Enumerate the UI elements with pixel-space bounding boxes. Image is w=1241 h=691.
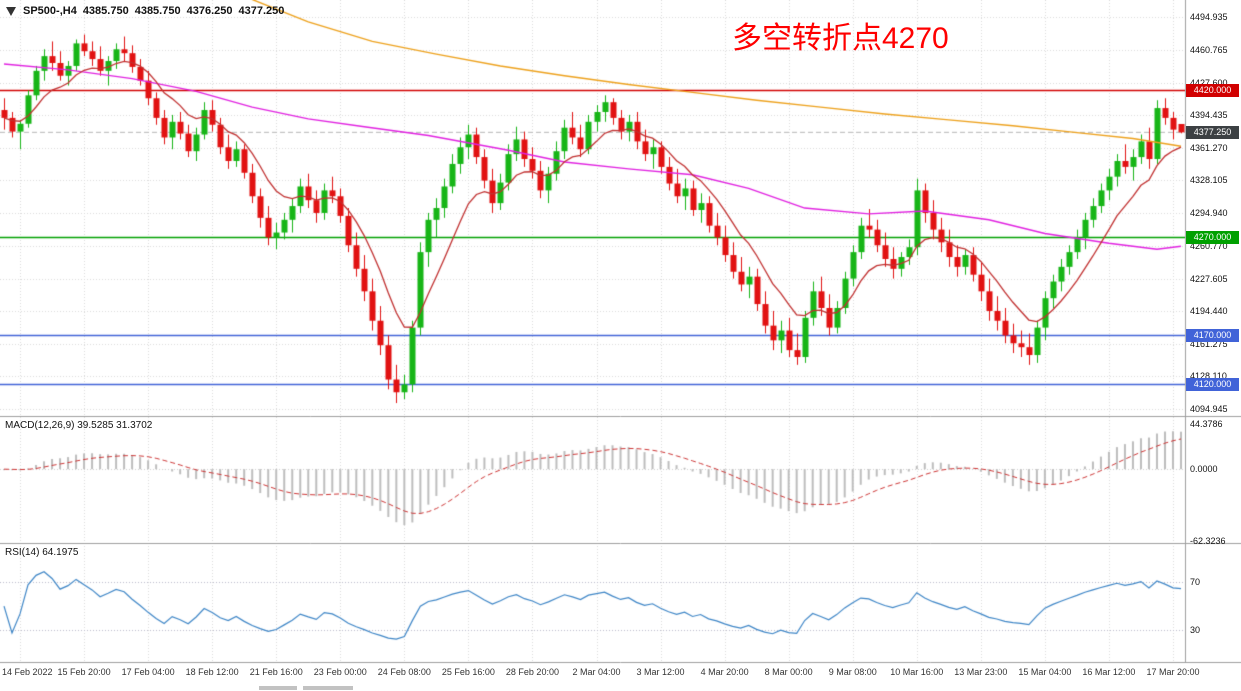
scrollbar-thumb[interactable] — [259, 686, 297, 690]
price-badge: 4120.000 — [1186, 377, 1239, 391]
macd-indicator-label: MACD(12,26,9) 39.5285 31.3702 — [5, 420, 153, 431]
time-axis-label: 21 Feb 16:00 — [249, 667, 303, 677]
scrollbar-thumb-2[interactable] — [303, 686, 353, 690]
macd-axis-label: 0.0000 — [1190, 464, 1218, 475]
price-axis-label: 4494.935 — [1190, 12, 1228, 22]
rsi-axis-label: 30 — [1190, 625, 1201, 636]
price-badge: 4170.000 — [1186, 328, 1239, 342]
price-axis-label: 4128.110 — [1190, 371, 1227, 382]
chart-header: SP500-,H4 4385.750 4385.750 4376.250 437… — [6, 5, 284, 17]
time-axis-label: 18 Feb 12:00 — [185, 667, 239, 677]
time-axis-label: 17 Feb 04:00 — [121, 667, 175, 677]
macd-axis-label: -62.3236 — [1190, 536, 1226, 546]
price-axis-label: 4394.435 — [1190, 110, 1228, 121]
time-axis-label: 2 Mar 04:00 — [572, 667, 621, 677]
ohlc-low: 4376.250 — [186, 5, 233, 17]
time-axis-label: 3 Mar 12:00 — [636, 667, 685, 677]
rsi-indicator-label: RSI(14) 64.1975 — [5, 547, 79, 558]
annotation-text: 多空转折点4270 — [732, 22, 949, 55]
time-axis-label: 28 Feb 20:00 — [505, 667, 559, 677]
time-axis-label: 13 Mar 23:00 — [954, 667, 1008, 677]
time-axis-label: 15 Mar 04:00 — [1018, 667, 1072, 677]
price-axis-label: 4260.770 — [1190, 241, 1228, 252]
price-axis-label: 4294.940 — [1190, 207, 1228, 218]
ohlc-open: 4385.750 — [82, 5, 129, 17]
symbol-timeframe-label: SP500-,H4 — [23, 5, 77, 17]
ohlc-high: 4385.750 — [134, 5, 181, 17]
price-axis-label: 4094.945 — [1190, 403, 1228, 414]
time-axis-label: 25 Feb 16:00 — [441, 667, 495, 677]
price-axis-label: 4194.440 — [1190, 306, 1228, 317]
time-axis-label: 23 Feb 00:00 — [313, 667, 367, 677]
rsi-axis-label: 70 — [1190, 576, 1201, 587]
time-axis-label: 8 Mar 00:00 — [764, 667, 813, 677]
macd-axis-label: 44.3786 — [1190, 419, 1223, 429]
price-axis-label: 4161.275 — [1190, 338, 1228, 349]
time-axis-label: 10 Mar 16:00 — [890, 667, 944, 677]
ohlc-close: 4377.250 — [238, 5, 285, 17]
time-axis-label: 14 Feb 2022 — [2, 667, 53, 677]
price-axis-label: 4361.270 — [1190, 142, 1228, 153]
time-axis-label: 24 Feb 08:00 — [377, 667, 431, 677]
price-badge: 4270.000 — [1186, 230, 1239, 244]
price-axis-label: 4427.600 — [1190, 78, 1228, 88]
time-axis-label: 4 Mar 20:00 — [700, 667, 749, 677]
price-badge: 4420.000 — [1186, 83, 1239, 97]
time-axis-label: 17 Mar 20:00 — [1146, 667, 1200, 677]
time-axis-label: 16 Mar 12:00 — [1082, 667, 1136, 677]
time-axis-label: 9 Mar 08:00 — [828, 667, 877, 677]
chart-shift-icon — [6, 6, 16, 16]
price-badge: 4377.250 — [1186, 125, 1239, 139]
price-axis-label: 4328.105 — [1190, 175, 1228, 186]
price-axis-label: 4460.765 — [1190, 45, 1228, 56]
price-axis-label: 4227.605 — [1190, 273, 1228, 284]
time-axis-label: 15 Feb 20:00 — [57, 667, 111, 677]
